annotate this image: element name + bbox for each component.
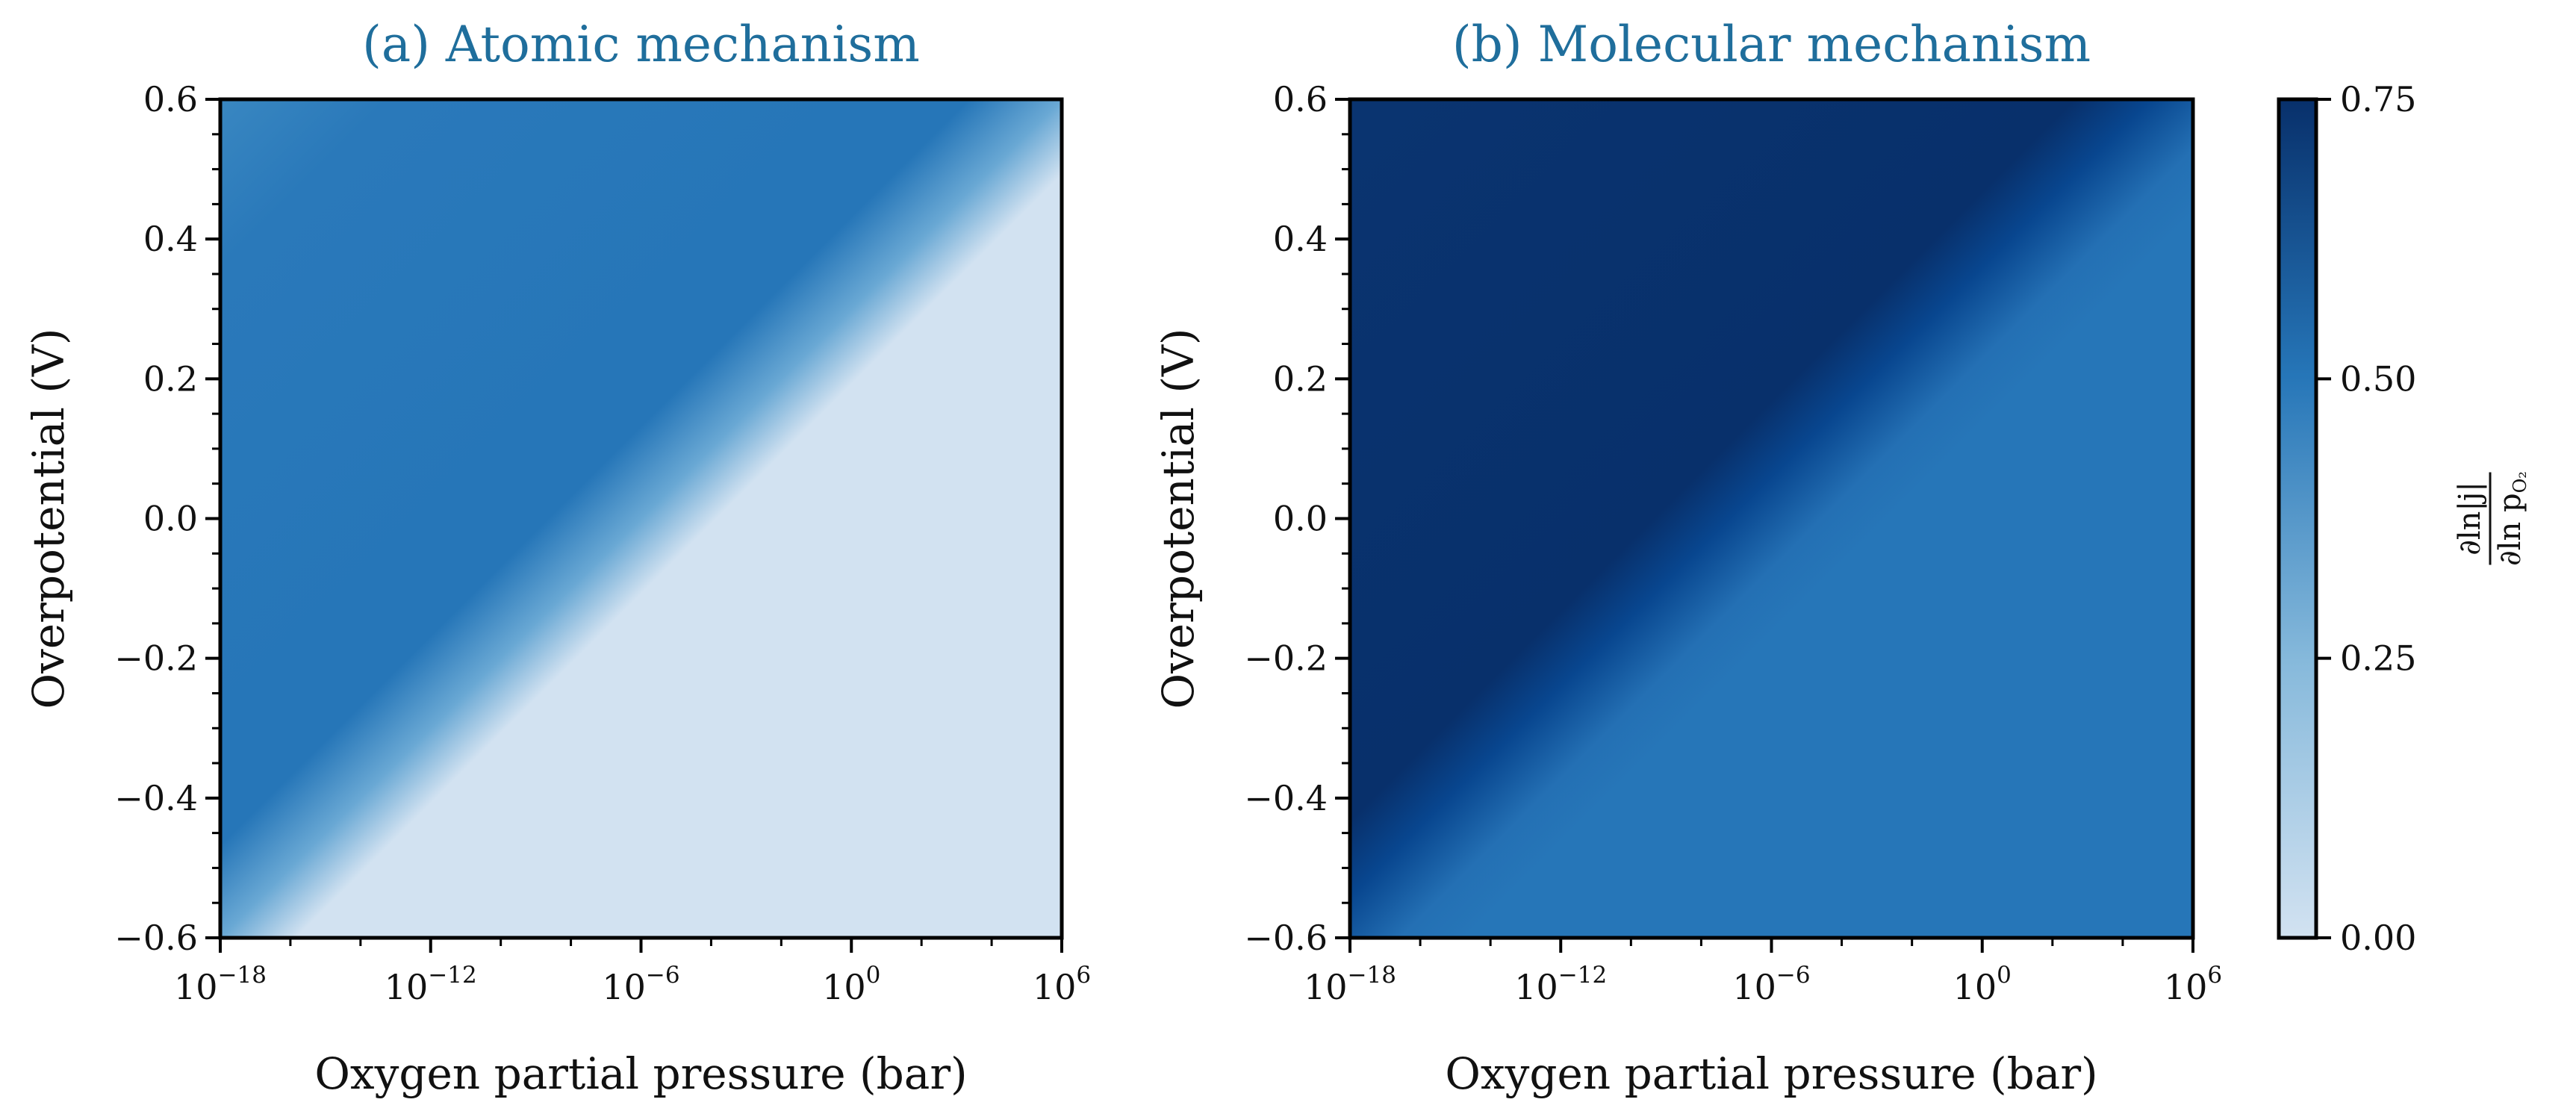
colorbar-label-numerator: ∂ln|j| bbox=[2453, 482, 2487, 556]
x-axis-label: Oxygen partial pressure (bar) bbox=[314, 1048, 967, 1099]
heatmap-molecular bbox=[1350, 99, 2193, 938]
y-tick-label: −0.6 bbox=[114, 918, 198, 958]
y-tick-label: 0.0 bbox=[143, 499, 198, 539]
y-tick-label: 0.6 bbox=[1273, 79, 1328, 119]
axis-ticks: 10−18 10−12 10−6 100 106 −0.6 −0.4 −0.2 0.0 0.2 0.… bbox=[1244, 79, 2222, 1007]
y-tick-label: −0.4 bbox=[1244, 778, 1328, 818]
colorbar-tick-label: 0.25 bbox=[2340, 638, 2416, 679]
x-tick-label: 10−18 bbox=[1304, 962, 1396, 1007]
colorbar-label: ∂ln|j| ∂ln pO₂ bbox=[2453, 471, 2530, 566]
y-tick-label: −0.6 bbox=[1244, 918, 1328, 958]
y-tick-label: 0.2 bbox=[1273, 358, 1328, 399]
y-tick-label: 0.2 bbox=[143, 358, 198, 399]
panel-title: (a) Atomic mechanism bbox=[362, 16, 920, 73]
panel-molecular: (b) Molecular mechanism 10−18 10−12 10−6 10… bbox=[1153, 16, 2222, 1099]
y-axis-label: Overpotential (V) bbox=[23, 329, 74, 709]
y-tick-label: 0.6 bbox=[143, 79, 198, 119]
y-tick-label: −0.4 bbox=[114, 778, 198, 818]
x-tick-label: 100 bbox=[822, 962, 880, 1007]
y-tick-label: 0.4 bbox=[1273, 219, 1328, 259]
x-tick-label: 106 bbox=[1033, 962, 1091, 1007]
y-tick-label: −0.2 bbox=[1244, 638, 1328, 679]
panel-title: (b) Molecular mechanism bbox=[1452, 16, 2091, 73]
colorbar-gradient bbox=[2279, 99, 2316, 938]
colorbar-tick-label: 0.00 bbox=[2340, 918, 2416, 958]
y-tick-label: −0.2 bbox=[114, 638, 198, 679]
y-axis-label: Overpotential (V) bbox=[1153, 329, 1204, 709]
x-tick-label: 106 bbox=[2164, 962, 2222, 1007]
y-tick-label: 0.4 bbox=[143, 219, 198, 259]
colorbar-ticks: 0.00 0.25 0.50 0.75 bbox=[2316, 79, 2416, 958]
colorbar-tick-label: 0.50 bbox=[2340, 358, 2416, 399]
x-tick-label: 10−6 bbox=[1732, 962, 1810, 1007]
x-tick-label: 100 bbox=[1953, 962, 2012, 1007]
panel-atomic: (a) Atomic mechanism 10−18 10−12 10−6 100 10… bbox=[23, 16, 1091, 1099]
colorbar-tick-label: 0.75 bbox=[2340, 79, 2416, 119]
heatmap-atomic bbox=[220, 99, 1062, 938]
colorbar: 0.00 0.25 0.50 0.75 ∂ln|j| ∂ln pO₂ bbox=[2277, 79, 2530, 958]
x-axis-label: Oxygen partial pressure (bar) bbox=[1445, 1048, 2097, 1099]
x-tick-label: 10−12 bbox=[385, 962, 477, 1007]
colorbar-label-denominator: ∂ln pO₂ bbox=[2493, 471, 2530, 566]
axis-ticks: 10−18 10−12 10−6 100 106 −0.6 −0.4 −0.2 0.0 0.2 0.… bbox=[114, 79, 1091, 1007]
colorbar-frame bbox=[2277, 97, 2318, 940]
x-tick-label: 10−18 bbox=[174, 962, 267, 1007]
y-tick-label: 0.0 bbox=[1273, 499, 1328, 539]
x-tick-label: 10−6 bbox=[602, 962, 679, 1007]
x-tick-label: 10−12 bbox=[1514, 962, 1607, 1007]
